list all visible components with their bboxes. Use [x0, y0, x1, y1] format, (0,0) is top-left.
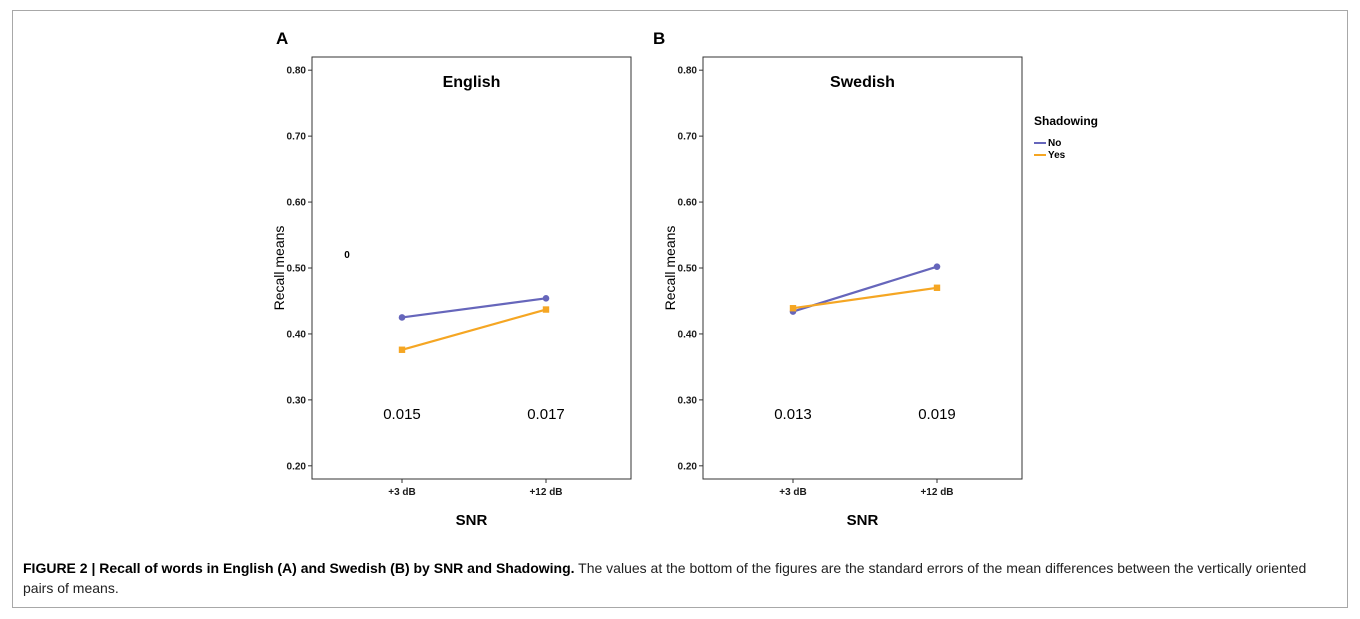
caption-title: FIGURE 2 | Recall of words in English (A…	[23, 560, 575, 576]
caption-text: The values at the bottom of the figures …	[23, 560, 1307, 596]
y-tick-label: 0.40	[678, 329, 698, 340]
series-no-line	[401, 297, 547, 319]
plot-title: Swedish	[830, 74, 895, 91]
legend-label-yes: Yes	[1048, 149, 1066, 161]
x-axis-title: SNR	[456, 512, 488, 529]
annotation-label: 0	[344, 250, 350, 261]
y-tick-label: 0.70	[287, 132, 307, 143]
legend: Shadowing No Yes	[1034, 114, 1114, 164]
legend-label-no: No	[1048, 137, 1062, 149]
se-label: 0.013	[774, 406, 812, 423]
series-no-point	[542, 295, 550, 302]
series-no-point	[398, 314, 406, 321]
plot-title: English	[443, 74, 501, 91]
y-tick-label: 0.60	[287, 198, 307, 209]
plot-frame	[311, 56, 632, 480]
legend-swatch-yes	[1034, 154, 1046, 156]
y-tick-label: 0.20	[287, 461, 307, 472]
panel-letter-b: B	[653, 29, 666, 48]
legend-title: Shadowing	[1034, 114, 1098, 128]
x-tick-label: +3 dB	[388, 487, 416, 498]
x-axis-title: SNR	[847, 512, 879, 529]
y-tick-label: 0.30	[678, 395, 698, 406]
y-tick-label: 0.50	[678, 264, 698, 275]
series-no-point	[933, 263, 941, 270]
chart-english: 0.20 0.30 0.40 0.50 0.60 0.70 0.80 +3 dB +12 dB E…	[271, 56, 632, 529]
se-label: 0.017	[527, 406, 565, 423]
x-tick-label: +12 dB	[529, 487, 562, 498]
se-label: 0.019	[918, 406, 956, 423]
y-axis-title: Recall means	[662, 226, 678, 311]
series-yes-line	[792, 286, 938, 310]
y-tick-label: 0.50	[287, 264, 307, 275]
y-axis-title: Recall means	[271, 226, 287, 311]
plot-frame	[702, 56, 1023, 480]
y-tick-label: 0.80	[287, 66, 307, 77]
series-yes-point	[398, 346, 406, 353]
legend-item-yes: Yes	[1034, 149, 1065, 161]
figure-frame	[12, 10, 1348, 608]
chart-swedish: 0.20 0.30 0.40 0.50 0.60 0.70 0.80 +3 dB +12 dB S…	[662, 56, 1023, 529]
se-label: 0.015	[383, 406, 421, 423]
series-yes-line	[401, 308, 547, 351]
legend-item-no: No	[1034, 137, 1061, 149]
y-tick-label: 0.20	[678, 461, 698, 472]
series-yes-point	[542, 306, 550, 313]
y-tick-label: 0.30	[287, 395, 307, 406]
series-yes-point	[933, 284, 941, 291]
y-tick-label: 0.80	[678, 66, 698, 77]
y-tick-label: 0.40	[287, 329, 307, 340]
panel-letter-a: A	[276, 29, 289, 48]
figure-caption: FIGURE 2 | Recall of words in English (A…	[23, 558, 1333, 598]
legend-swatch-no	[1034, 142, 1046, 144]
x-tick-label: +3 dB	[779, 487, 807, 498]
series-yes-point	[789, 305, 797, 312]
x-tick-label: +12 dB	[920, 487, 953, 498]
y-tick-label: 0.60	[678, 198, 698, 209]
y-tick-label: 0.70	[678, 132, 698, 143]
